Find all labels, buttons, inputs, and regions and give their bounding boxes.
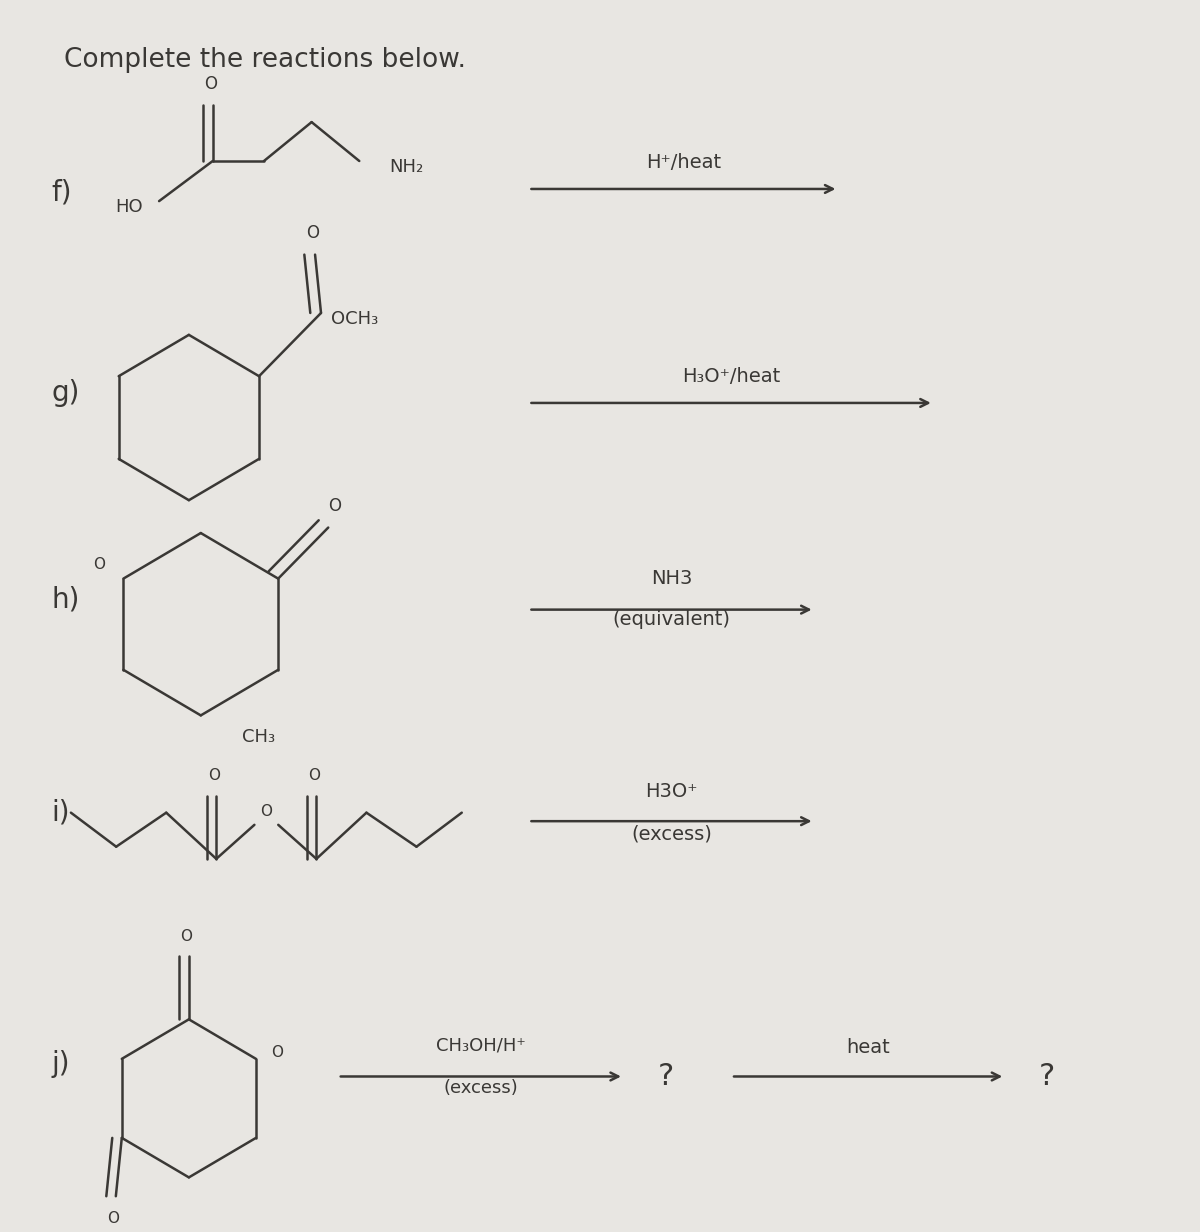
Text: O: O [108,1211,120,1226]
Text: g): g) [52,379,80,408]
Text: j): j) [52,1051,71,1078]
Text: OCH₃: OCH₃ [330,310,378,328]
Text: (excess): (excess) [631,824,712,844]
Text: O: O [328,498,341,515]
Text: i): i) [52,798,71,827]
Text: CH₃: CH₃ [242,728,276,747]
Text: ?: ? [658,1062,673,1092]
Text: O: O [180,929,192,944]
Text: O: O [306,224,319,243]
Text: O: O [94,557,106,572]
Text: CH₃OH/H⁺: CH₃OH/H⁺ [436,1036,526,1055]
Text: O: O [308,769,320,784]
Text: heat: heat [846,1039,890,1057]
Text: O: O [271,1045,283,1061]
Text: (excess): (excess) [444,1079,518,1096]
Text: O: O [208,769,220,784]
Text: h): h) [52,586,80,614]
Text: ?: ? [1039,1062,1055,1092]
Text: HO: HO [115,198,143,216]
Text: f): f) [52,179,72,207]
Text: Complete the reactions below.: Complete the reactions below. [64,47,466,73]
Text: H₃O⁺/heat: H₃O⁺/heat [682,367,780,386]
Text: NH₂: NH₂ [389,158,424,176]
Text: H⁺/heat: H⁺/heat [646,153,721,172]
Text: O: O [204,75,217,92]
Text: H3O⁺: H3O⁺ [646,781,697,801]
Text: (equivalent): (equivalent) [612,610,731,628]
Text: NH3: NH3 [650,569,692,588]
Text: O: O [260,803,272,819]
